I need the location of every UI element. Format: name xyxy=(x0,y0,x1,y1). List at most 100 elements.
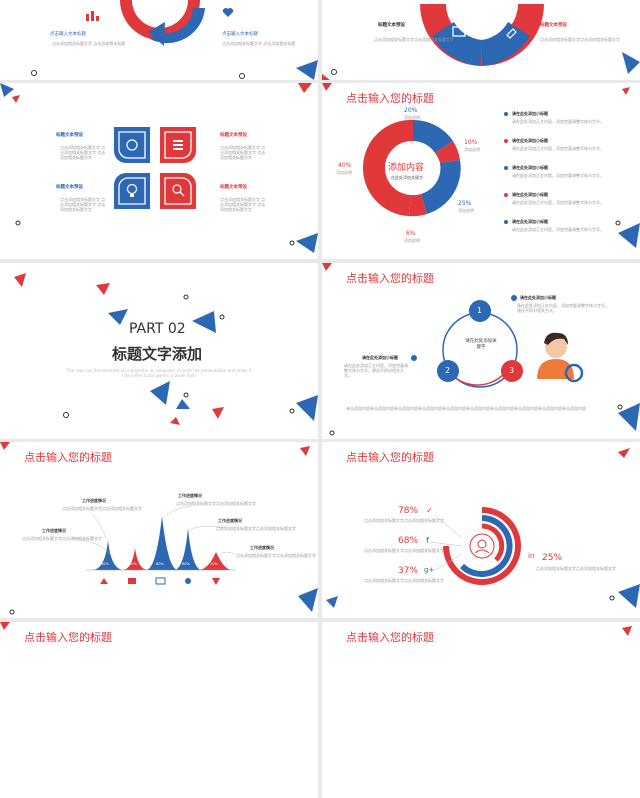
decor xyxy=(622,626,632,636)
cycle-diagram xyxy=(322,263,640,436)
slice-10-pct: 10% xyxy=(464,139,478,146)
donut-center-title: 添加内容 xyxy=(388,163,425,173)
stat-37: 37% xyxy=(398,566,419,576)
bullet-dot xyxy=(504,112,508,116)
slice-6-pct: 6% xyxy=(406,230,416,237)
semicircle-graphic xyxy=(322,4,640,80)
center-keyword: 请在此处添加关键字 xyxy=(465,339,497,350)
peak-4-value: 60% xyxy=(182,562,190,566)
concentric-arcs-graphic xyxy=(326,448,640,608)
node-1: 1 xyxy=(477,306,483,315)
bullet-dot xyxy=(504,220,508,224)
stat-68-desc: 点击添加相关标题文字点击添加相关标题文字 xyxy=(364,548,444,553)
peak-5-value: 20% xyxy=(210,562,218,566)
slide-6[interactable]: 点击输入您的标题 1 2 3 请在此处添加关键字 请在此处添加小标题 请在此处添… xyxy=(322,263,640,439)
item-2-heading: 标题文本预设 xyxy=(220,133,247,138)
slide-title: 点击输入您的标题 xyxy=(346,451,434,464)
left-desc: 点击添加相关标题文字 点击添加相关标题 xyxy=(52,41,126,46)
twitter-icon: ✓ xyxy=(426,506,433,515)
decor-triangles xyxy=(14,273,318,425)
slide-10[interactable]: 点击输入您的标题 xyxy=(322,622,640,798)
slide-title: 点击输入您的标题 xyxy=(24,451,112,464)
peak-chart xyxy=(0,442,318,615)
left-label: 点击输入文本标题 xyxy=(50,32,86,37)
cycle-arrows-graphic xyxy=(31,0,318,80)
stat-78: 78% xyxy=(398,506,419,516)
right-heading: 标题文本预设 xyxy=(540,23,567,28)
item-4-body: 点击添加相关标题文字 点击添加相关标题文字 点击添加相关标题文字 xyxy=(220,197,266,212)
label-4-body: 点击添加相关标题文字点击添加相关标题文字 xyxy=(216,526,296,531)
item-2-body: 点击添加相关标题文字 点击添加相关标题文字 点击添加相关标题文字 xyxy=(220,145,266,160)
label-5-heading: 工作进度情况 xyxy=(250,545,274,550)
slice-6-label: 添加说明 xyxy=(404,238,420,243)
label-2-body: 点击添加相关标题文字点击添加相关标题文字 xyxy=(22,536,102,541)
slide-title: 点击输入您的标题 xyxy=(346,92,434,105)
slide-3[interactable]: 标题文本预设 点击添加相关标题文字 点击添加相关标题文字 点击添加相关标题文字 … xyxy=(0,83,318,259)
donut-center-sub: 在此处添加关键字 xyxy=(391,175,423,180)
slice-10-label: 添加说明 xyxy=(464,147,480,152)
bullet-heading: 请在此处添加小标题 xyxy=(512,165,548,170)
section-heading: 标题文字添加 xyxy=(112,345,203,363)
label-3-body: 点击添加相关标题文字点击添加相关标题文字 xyxy=(176,501,256,506)
slice-20-label: 添加说明 xyxy=(404,115,420,120)
node-2: 2 xyxy=(445,366,451,375)
item-3-body: 点击添加相关标题文字 点击添加相关标题文字 点击添加相关标题文字 xyxy=(60,197,106,212)
facebook-icon: f xyxy=(426,536,429,545)
donut-chart xyxy=(322,83,640,248)
slide-5[interactable]: PART 02 标题文字添加 The user can demonstrate … xyxy=(0,263,318,439)
slide-7[interactable]: 点击输入您的标题 工作进度情况 点击添加相关标题文字点击添加相关标题文字 工 xyxy=(0,442,318,618)
left-heading: 标题文本预设 xyxy=(378,23,405,28)
bullet-dot xyxy=(504,166,508,170)
four-petal-graphic xyxy=(0,83,318,253)
label-4-heading: 工作进度情况 xyxy=(218,518,242,523)
slide-4[interactable]: 点击输入您的标题 添加内容 在此处添加关键字 20% 添加说明 10% 添加说明… xyxy=(322,83,640,259)
right-heading: 请在此处添加小标题 xyxy=(520,295,556,300)
bullet-body: 请在此处添加正文内容，添加完要调整字体与字号。 xyxy=(512,200,604,205)
slice-25-label: 添加说明 xyxy=(458,208,474,213)
left-body: 请在此处添加正文内容，添加完要调整字体与字号。建议不再对相关方式。 xyxy=(344,363,408,378)
slide-9[interactable]: 点击输入您的标题 xyxy=(0,622,318,798)
stat-68: 68% xyxy=(398,536,419,546)
right-body: 点击添加相关标题文字点击添加相关标题文字 xyxy=(540,37,620,42)
label-1-heading: 工作进度情况 xyxy=(82,498,106,503)
label-3-heading: 工作进度情况 xyxy=(178,493,202,498)
slide-2[interactable]: 标题文本预设 点击添加相关标题文字点击添加相关标题文字 标题文本预设 点击添加相… xyxy=(322,0,640,80)
stat-25-desc: 点击添加相关标题文字点击添加相关标题文字 xyxy=(536,566,616,571)
bullet-body: 请在此处添加正文内容，添加完要调整字体与字号。 xyxy=(512,227,604,232)
label-1-body: 点击添加相关标题文字点击添加相关标题文字 xyxy=(62,506,142,511)
slide-title: 点击输入您的标题 xyxy=(346,272,434,285)
linkedin-icon: in xyxy=(528,552,535,560)
slice-20-pct: 20% xyxy=(404,107,418,114)
footer-text: 单击添加内容单击添加内容单击添加内容单击添加内容单击添加内容单击添加内容单击添加… xyxy=(346,406,586,411)
slice-40-pct: 40% xyxy=(338,162,352,169)
peak-2-value: 30% xyxy=(129,562,137,566)
label-5-body: 点击添加相关标题文字点击添加相关标题文字 xyxy=(236,553,316,558)
label-2-heading: 工作进度情况 xyxy=(42,528,66,533)
slice-25-pct: 25% xyxy=(458,200,472,207)
bullet-heading: 请在此处添加小标题 xyxy=(512,138,548,143)
section-sub: The user can demonstrate on a projector … xyxy=(66,368,252,378)
right-desc: 点击添加相关标题文字 点击添加相关标题 xyxy=(222,41,296,46)
stat-25: 25% xyxy=(542,553,563,563)
bullet-body: 请在此处添加正文内容，添加完要调整字体与字号。 xyxy=(512,173,604,178)
peak-3-value: 80% xyxy=(156,562,164,566)
item-1-body: 点击添加相关标题文字 点击添加相关标题文字 点击添加相关标题文字 xyxy=(60,145,106,160)
slide-8[interactable]: 点击输入您的标题 78% ✓ 点击添加相关标题文字点击添加相关标题文字 68% … xyxy=(322,442,640,618)
item-1-heading: 标题文本预设 xyxy=(56,133,83,138)
left-heading: 请在此处添加小标题 xyxy=(362,355,398,360)
stat-37-desc: 点击添加相关标题文字点击添加相关标题文字 xyxy=(364,578,444,583)
bullet-body: 请在此处添加正文内容，添加完要调整字体与字号。 xyxy=(512,146,604,151)
bullet-heading: 请在此处添加小标题 xyxy=(512,192,548,197)
decor xyxy=(0,622,10,630)
slice-40-label: 添加说明 xyxy=(336,170,352,175)
part-number: PART 02 xyxy=(129,321,186,337)
node-3: 3 xyxy=(509,366,515,375)
peak-1-value: 40% xyxy=(101,562,109,566)
bullet-body: 请在此处添加正文内容，添加完要调整字体与字号。 xyxy=(512,119,604,124)
slide-1[interactable]: 点击输入文本标题 点击添加相关标题文字 点击添加相关标题 点击输入文本标题 点击… xyxy=(0,0,318,80)
bullet-heading: 请在此处添加小标题 xyxy=(512,219,548,224)
bullet-dot xyxy=(504,139,508,143)
left-body: 点击添加相关标题文字点击添加相关标题文字 xyxy=(374,37,454,42)
right-body: 请在此处添加正文内容，添加完要调整字体与字号。建议不再对相关方式。 xyxy=(517,303,609,313)
